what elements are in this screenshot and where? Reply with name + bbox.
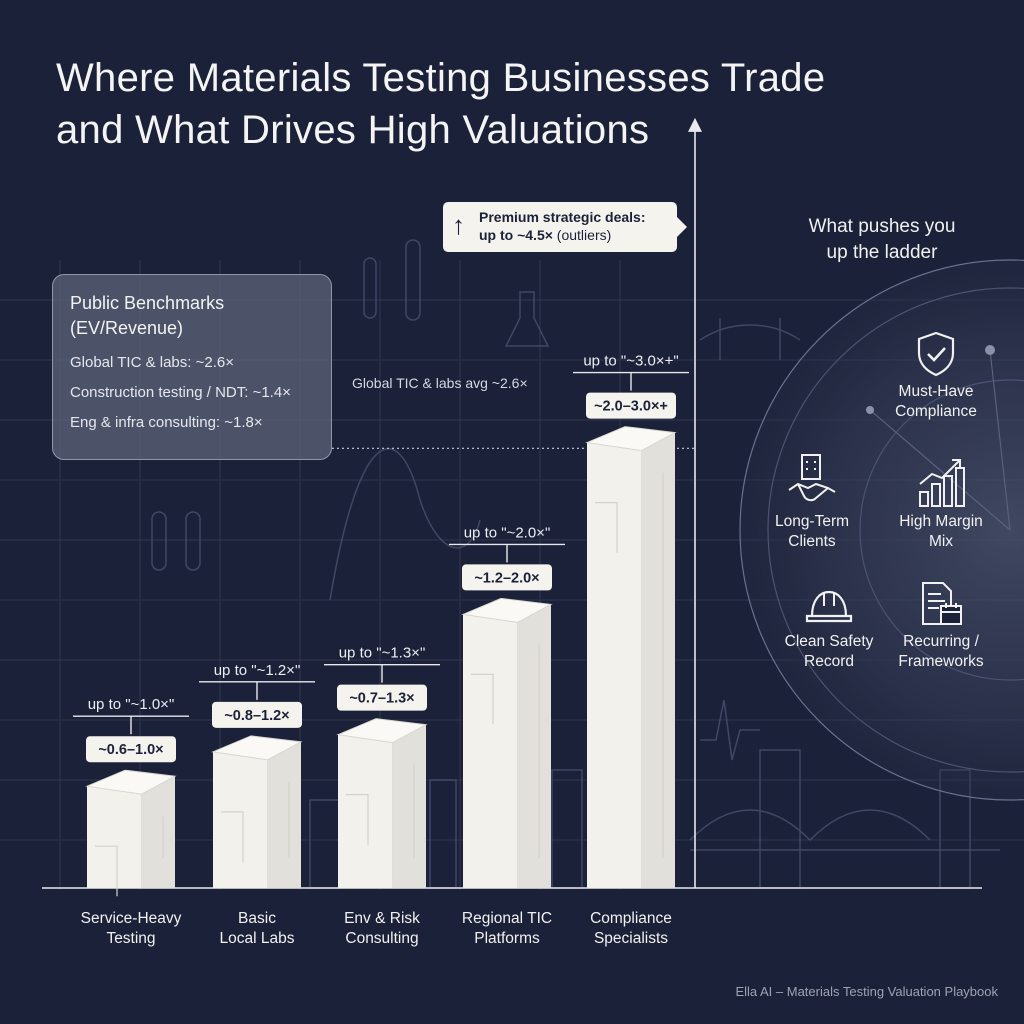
upper-bound-label: up to "~2.0×": [464, 524, 551, 541]
bar-circuit-detail: [95, 816, 164, 897]
driver-label: Mix: [928, 533, 954, 550]
upper-bound-label: up to "~1.3×": [339, 645, 426, 662]
bar-front: [87, 786, 142, 888]
driver-long-term-clients: Long-Term Clients: [742, 452, 882, 552]
title-line-2: and What Drives High Valuations: [56, 108, 650, 152]
page-title: Where Materials Testing Businesses Trade…: [56, 52, 996, 156]
driver-recurring-frameworks: Recurring / Frameworks: [871, 580, 1011, 672]
premium-deals-callout: ↑ Premium strategic deals: up to ~4.5× (…: [443, 202, 687, 252]
bar-front: [463, 614, 518, 888]
bar-circuit-detail: [595, 472, 664, 858]
driver-label: High Margin: [899, 513, 983, 530]
document-calendar-icon: [922, 582, 962, 625]
callout-note: (outliers): [552, 227, 612, 243]
range-label-pill: [462, 564, 552, 591]
driver-high-margin-mix: High Margin Mix: [871, 456, 1011, 552]
callout-line-1: Premium strategic deals:: [479, 209, 646, 225]
range-label: ~0.6–1.0×: [98, 742, 163, 758]
hard-hat-icon: [805, 590, 853, 623]
range-label-pill: [212, 701, 302, 728]
driver-label: Must-Have: [898, 383, 974, 400]
benchmark-item: Global TIC & labs: ~2.6×: [70, 354, 234, 371]
category-label-line: Regional TIC: [461, 910, 553, 927]
up-arrow-icon: ↑: [452, 210, 465, 240]
drivers-title-line-1: What pushes you: [808, 216, 956, 237]
drivers-title-line-2: up the ladder: [826, 242, 938, 263]
bar-front: [213, 751, 268, 888]
driver-label: Clients: [788, 533, 836, 550]
handshake-building-icon: [788, 454, 836, 502]
range-label: ~2.0–3.0×+: [594, 399, 668, 415]
rising-bar-chart-icon: [919, 459, 965, 507]
bar-circuit-detail: [346, 764, 415, 858]
driver-label: Frameworks: [898, 653, 984, 670]
bar-side: [141, 776, 175, 888]
category-label-line: Local Labs: [219, 930, 295, 947]
range-label: ~1.2–2.0×: [474, 570, 539, 586]
range-label: ~0.8–1.2×: [224, 708, 289, 724]
bar-top: [85, 769, 177, 795]
bar-top: [211, 735, 303, 761]
upper-bound-label: up to "~1.2×": [214, 662, 301, 679]
category-label: Compliance Specialists: [566, 909, 696, 949]
bar-side: [267, 741, 301, 888]
driver-label: Record: [804, 653, 854, 670]
public-benchmarks-panel: Public Benchmarks (EV/Revenue) Global TI…: [52, 274, 332, 460]
drivers-title: What pushes you up the ladder: [776, 214, 988, 266]
category-label-line: Testing: [106, 930, 156, 947]
range-label-pill: [586, 392, 676, 419]
title-line-1: Where Materials Testing Businesses Trade: [56, 56, 826, 100]
driver-label: Long-Term: [774, 513, 850, 530]
callout-line-2: up to ~4.5× (outliers): [479, 226, 677, 244]
category-label-line: Platforms: [474, 930, 540, 947]
category-label: Service-Heavy Testing: [66, 909, 196, 949]
bar-front: [587, 442, 642, 888]
category-label: Basic Local Labs: [192, 909, 322, 949]
category-label: Regional TIC Platforms: [442, 909, 572, 949]
bar-circuit-detail: [471, 644, 540, 858]
reference-line-label: Global TIC & labs avg ~2.6×: [352, 375, 528, 391]
category-label-line: Compliance: [590, 910, 672, 927]
benchmarks-title-line-1: Public Benchmarks: [70, 293, 225, 313]
bar-front: [338, 734, 393, 888]
bar-top: [461, 597, 553, 623]
driver-must-have-compliance: Must-Have Compliance: [866, 330, 1006, 422]
value-axis-arrow: [688, 117, 702, 132]
bar-circuit-detail: [221, 781, 290, 862]
footer-credit: Ella AI – Materials Testing Valuation Pl…: [735, 984, 998, 999]
driver-label: Clean Safety: [784, 633, 874, 650]
upper-bound-label: up to "~3.0×+": [583, 353, 678, 370]
bar-top: [585, 426, 677, 452]
bar-side: [641, 432, 675, 888]
category-label-line: Specialists: [593, 930, 669, 947]
category-label-line: Env & Risk: [344, 910, 420, 927]
category-label: Env & Risk Consulting: [317, 909, 447, 949]
range-label-pill: [337, 684, 427, 711]
bar-side: [392, 724, 426, 888]
driver-clean-safety-record: Clean Safety Record: [759, 584, 899, 672]
benchmarks-title-line-2: (EV/Revenue): [70, 318, 184, 338]
driver-label: Recurring /: [903, 633, 979, 650]
bar-side: [517, 604, 551, 888]
benchmark-item: Eng & infra consulting: ~1.8×: [70, 414, 263, 431]
category-label-line: Basic: [238, 910, 276, 927]
upper-bound-label: up to "~1.0×": [88, 696, 175, 713]
callout-value: up to ~4.5×: [479, 227, 553, 243]
driver-label: Compliance: [895, 403, 977, 420]
category-label-line: Consulting: [345, 930, 419, 947]
range-label-pill: [86, 736, 176, 763]
bar-top: [336, 718, 428, 744]
benchmark-item: Construction testing / NDT: ~1.4×: [70, 384, 291, 401]
category-label-line: Service-Heavy: [80, 910, 182, 927]
shield-check-icon: [917, 331, 955, 377]
range-label: ~0.7–1.3×: [349, 691, 414, 707]
